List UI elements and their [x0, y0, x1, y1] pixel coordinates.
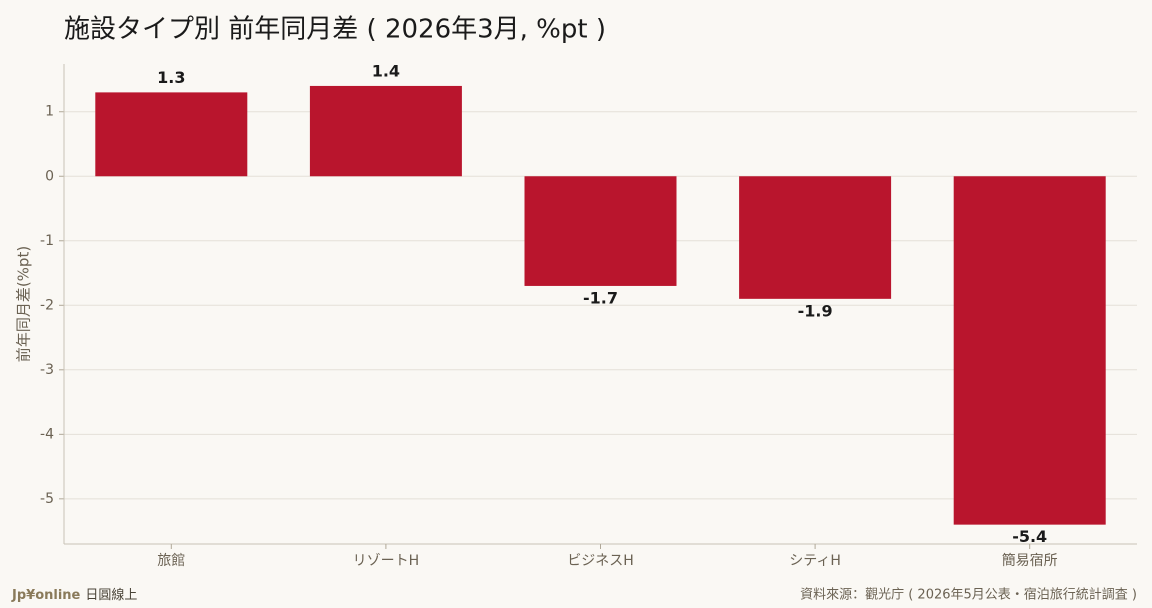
bar	[739, 176, 892, 299]
value-label: -1.9	[798, 301, 833, 320]
chart-title: 施設タイプ別 前年同月差 ( 2026年3月, %pt )	[64, 15, 606, 45]
x-tick-label: ビジネスH	[567, 553, 634, 569]
x-tick-label: シティH	[789, 553, 841, 569]
y-tick-label: -5	[40, 491, 54, 507]
value-label: -5.4	[1012, 527, 1047, 546]
bar	[95, 92, 248, 177]
brand-sub: 日圓線上	[85, 587, 137, 603]
y-tick-label: 0	[45, 168, 54, 184]
value-label: -1.7	[583, 288, 618, 307]
brand: Jp¥online	[11, 588, 81, 603]
x-tick-label: 旅館	[157, 552, 185, 569]
footer-source: 資料來源：觀光庁 ( 2026年5月公表・宿泊旅行統計調査 )	[800, 587, 1137, 603]
y-axis-label: 前年同月差(%pt)	[15, 246, 33, 362]
bar	[309, 85, 462, 177]
y-tick-label: -1	[40, 233, 54, 249]
y-tick-label: -3	[40, 362, 54, 378]
footer-brand: Jp¥online 日圓線上	[11, 587, 137, 603]
y-tick-label: 1	[45, 104, 54, 120]
x-tick-label: リゾートH	[353, 553, 420, 569]
y-tick-label: -2	[40, 297, 54, 313]
y-tick-label: -4	[40, 426, 54, 442]
bar	[524, 176, 677, 286]
x-tick-label: 簡易宿所	[1002, 552, 1058, 569]
bar	[953, 176, 1106, 525]
value-label: 1.4	[372, 61, 400, 80]
value-label: 1.3	[157, 68, 185, 87]
